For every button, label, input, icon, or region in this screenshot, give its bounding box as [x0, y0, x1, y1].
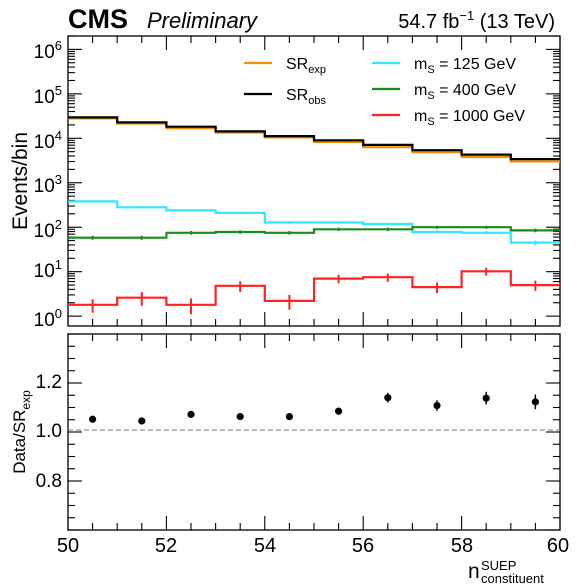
ratio-point — [285, 412, 293, 421]
x-axis-label-main: n — [468, 560, 480, 583]
ratio-y-tick-1.2: 1.2 — [36, 372, 62, 393]
ratio-point — [531, 398, 540, 406]
x-tick-58: 58 — [451, 535, 473, 557]
ratio-y-axis-label: Data/SRexp — [10, 390, 33, 474]
legend-label-m125: mS = 125 GeV — [414, 56, 516, 76]
ratio-y-axis-label-main: Data/SR — [10, 410, 29, 474]
x-tick-52: 52 — [155, 535, 177, 557]
top-y-tick-100: 102 — [34, 217, 62, 242]
lumi-energy: (13 TeV) — [474, 11, 555, 33]
x-axis-label-sub: constituent — [481, 571, 544, 586]
histogram-layer — [68, 116, 560, 315]
ratio-point — [236, 412, 244, 421]
ratio-point — [433, 401, 441, 410]
top-y-tick-10: 101 — [34, 257, 62, 282]
ratio-panel-ticks — [67, 333, 561, 531]
status-label: Preliminary — [147, 8, 259, 33]
ratio-panel-frame — [67, 333, 561, 531]
series-line-m-s-400-gev — [68, 226, 560, 239]
top-y-tick-1: 100 — [34, 306, 62, 331]
x-tick-60: 60 — [547, 535, 569, 557]
legend-label-m400: mS = 400 GeV — [414, 82, 516, 102]
x-axis-label-sup: SUEP — [481, 558, 516, 573]
series-line-m-s-125-gev — [68, 200, 560, 244]
lumi-label: 54.7 fb−1 (13 TeV) — [398, 8, 555, 33]
series-line-sr-obs — [68, 116, 560, 161]
legend-label-m1000: mS = 1000 GeV — [414, 108, 525, 128]
x-tick-54: 54 — [254, 535, 276, 557]
lumi-value: 54.7 fb — [398, 11, 459, 33]
top-y-tick-1e6: 106 — [34, 38, 62, 63]
ratio-point — [482, 394, 490, 402]
series-line-m-s-1000-gev — [68, 270, 560, 306]
top-y-tick-1e5: 105 — [34, 83, 62, 108]
legend-label-sr-exp: SRexp — [286, 56, 326, 76]
x-tick-56: 56 — [352, 535, 374, 557]
top-y-axis-label: Events/bin — [9, 132, 32, 230]
ratio-point — [187, 410, 195, 418]
ratio-point — [384, 394, 392, 402]
x-tick-50: 50 — [57, 535, 79, 557]
ratio-y-tick-1.0: 1.0 — [36, 421, 62, 442]
legend: SRexp SRobs mS = 125 GeV mS = 400 GeV mS… — [244, 56, 525, 128]
ratio-point — [138, 417, 146, 425]
top-panel-ticks — [67, 35, 561, 326]
x-axis-label: nSUEP constituent — [468, 558, 544, 586]
ratio-y-tick-0.8: 0.8 — [36, 471, 62, 492]
ratio-y-axis-label-sub: exp — [19, 390, 33, 410]
experiment-label: CMS — [68, 4, 128, 34]
legend-label-sr-obs: SRobs — [286, 87, 326, 107]
ratio-point — [89, 415, 97, 423]
top-y-tick-1e4: 104 — [34, 128, 62, 153]
ratio-points-layer — [89, 391, 540, 425]
top-y-tick-1e3: 103 — [34, 172, 62, 197]
ratio-point — [335, 407, 343, 415]
lumi-exponent: −1 — [459, 8, 474, 23]
